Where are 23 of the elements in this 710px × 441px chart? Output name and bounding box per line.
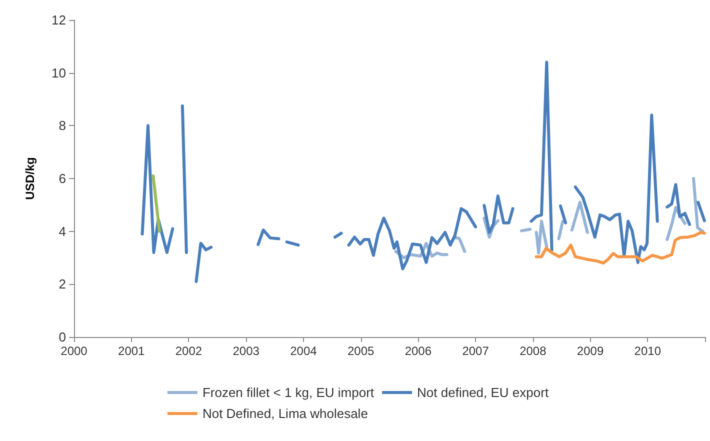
x-tick-label: 2003 — [232, 344, 260, 358]
y-tick-label: 4 — [58, 224, 66, 239]
x-tick-label: 2004 — [290, 344, 318, 358]
y-tick-label: 6 — [58, 171, 66, 186]
x-tick-label: 2009 — [576, 344, 604, 358]
y-tick-label: 8 — [58, 118, 66, 134]
x-tick-label: 2000 — [60, 344, 88, 358]
x-tick-label: 2005 — [347, 344, 374, 358]
legend-label: Not defined, EU export — [417, 385, 549, 400]
y-tick-label: 0 — [58, 330, 66, 344]
x-tick-label: 2001 — [118, 344, 146, 358]
x-tick-label: 2008 — [520, 344, 547, 358]
y-tick-label: 12 — [52, 12, 66, 28]
x-tick-label: 2006 — [404, 344, 432, 358]
x-tick-label: 2002 — [175, 344, 202, 358]
x-tick-label: 2007 — [462, 344, 490, 358]
y-tick-label: 2 — [58, 276, 66, 292]
y-tick-label: 10 — [52, 65, 66, 80]
x-tick-label: 2010 — [634, 344, 662, 358]
line-series — [534, 230, 706, 265]
legend-label: Not Defined, Lima wholesale — [202, 406, 368, 421]
y-axis-title: USD/kg — [23, 157, 37, 200]
legend-label: Frozen fillet < 1 kg, EU import — [202, 385, 374, 400]
